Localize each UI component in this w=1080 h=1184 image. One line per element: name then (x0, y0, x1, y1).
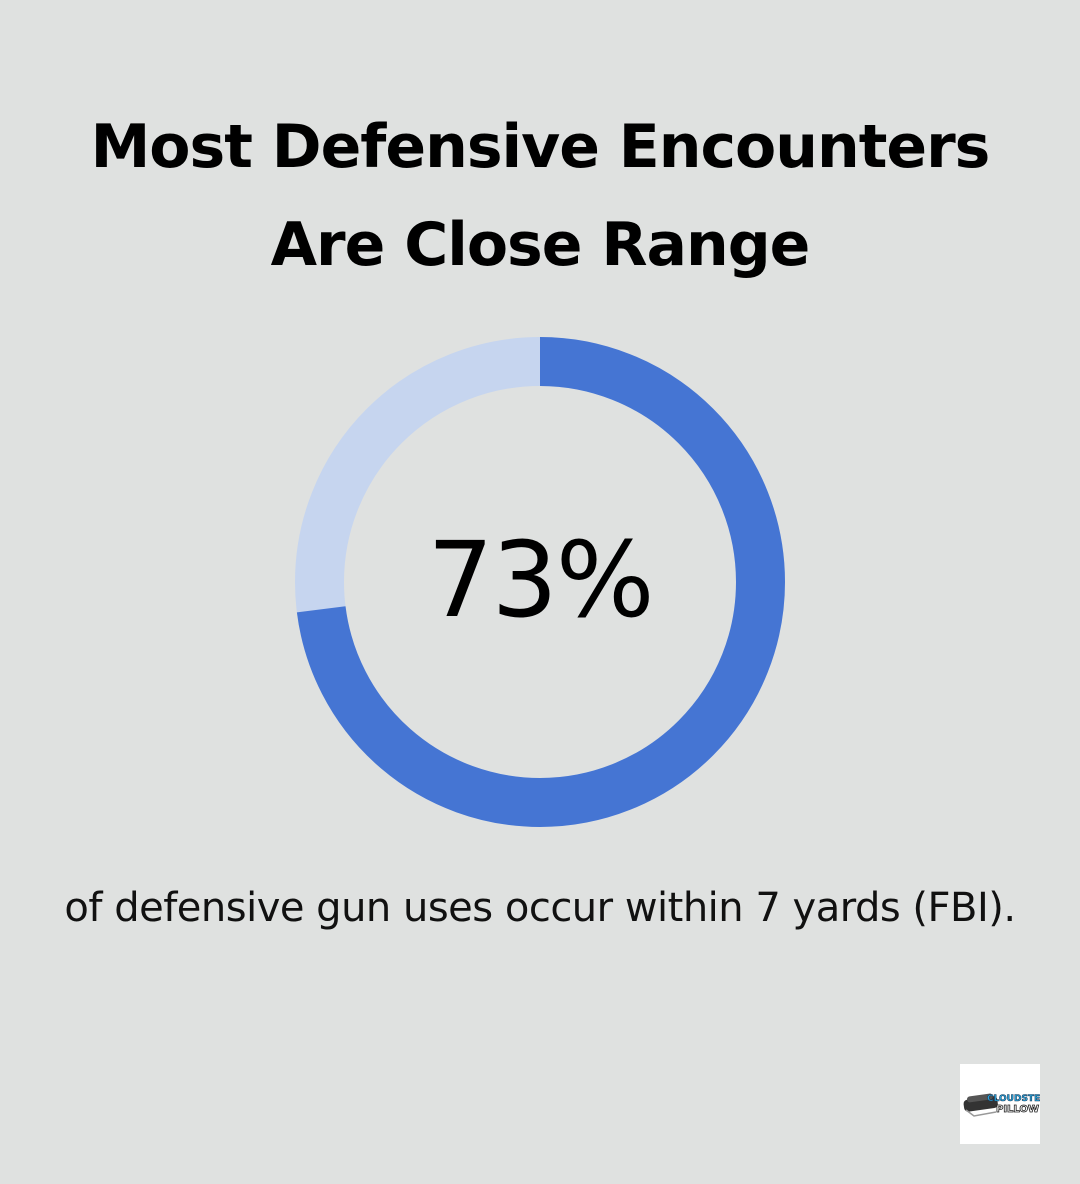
pillow-icon: CLOUDSTER PILLOW (963, 1093, 1040, 1117)
donut-value-arc (295, 337, 785, 827)
svg-text:PILLOW: PILLOW (996, 1104, 1039, 1115)
brand-logo: CLOUDSTER PILLOW (960, 1064, 1040, 1144)
page-title: Most Defensive Encounters Are Close Rang… (0, 98, 1080, 294)
title-line-1: Most Defensive Encounters (90, 112, 991, 182)
title-line-2: Are Close Range (270, 210, 811, 280)
stat-caption: of defensive gun uses occur within 7 yar… (64, 885, 1016, 931)
stat-value: 73% (427, 519, 654, 641)
donut-chart (295, 337, 785, 827)
svg-text:CLOUDSTER: CLOUDSTER (987, 1094, 1040, 1104)
